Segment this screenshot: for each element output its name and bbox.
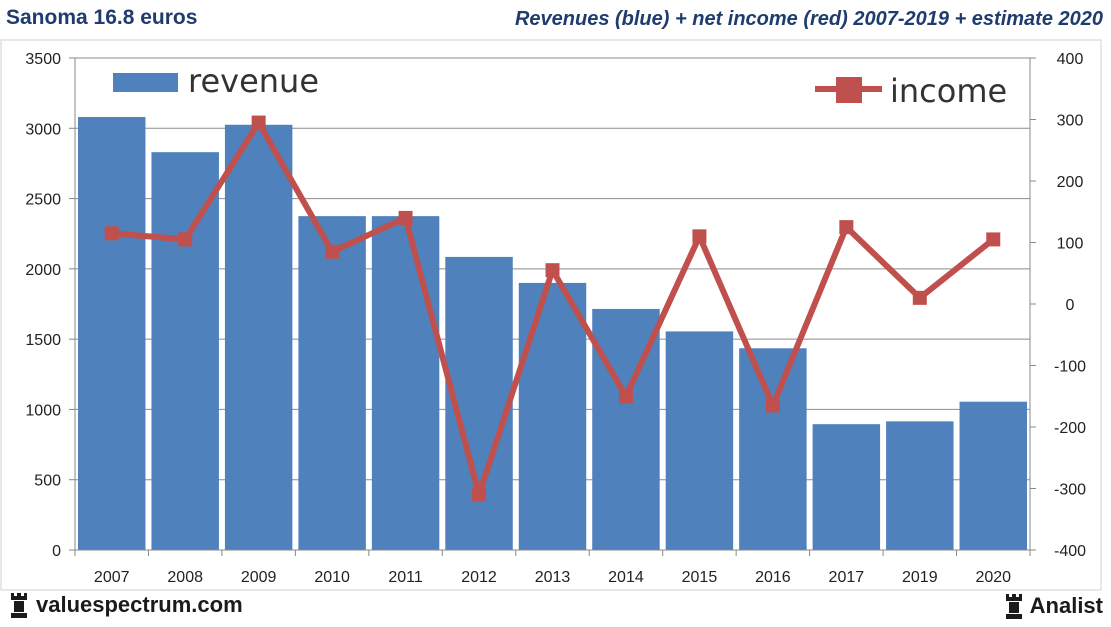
y-left-tick-label: 2500 — [25, 192, 61, 209]
axes — [69, 57, 1036, 556]
footer-site: valuespectrum.com — [8, 591, 243, 619]
income-point — [765, 398, 780, 413]
x-tick-label: 2015 — [682, 569, 718, 586]
x-tick-label: 2019 — [902, 569, 938, 586]
x-tick-label: 2011 — [388, 569, 423, 586]
rook-icon — [11, 593, 27, 618]
y-left-tick-label: 3000 — [25, 121, 61, 138]
income-point — [472, 487, 487, 502]
income-point — [986, 232, 1001, 247]
x-tick-label: 2020 — [975, 569, 1011, 586]
x-tick-label: 2007 — [94, 569, 130, 586]
income-point — [839, 220, 854, 235]
y-right-tick-label: -300 — [1054, 482, 1086, 499]
revenue-bar — [812, 424, 881, 550]
brand-label: Analist — [1029, 593, 1103, 618]
x-tick-label: 2008 — [167, 569, 203, 586]
y-left-tick-label: 0 — [52, 543, 61, 560]
revenue-bar — [224, 124, 293, 551]
y-left-tick-label: 1000 — [25, 402, 61, 419]
legend-income-label: income — [890, 72, 1007, 110]
income-point — [325, 244, 340, 259]
income-point — [104, 226, 119, 241]
x-tick-label: 2013 — [535, 569, 571, 586]
revenue-bar — [371, 216, 440, 550]
legend-revenue-label: revenue — [188, 62, 319, 100]
income-point — [398, 210, 413, 225]
y-right-tick-label: -200 — [1054, 420, 1086, 437]
y-right-tick-label: -100 — [1054, 359, 1086, 376]
revenue-bar — [739, 348, 807, 550]
revenue-bar — [665, 331, 734, 550]
income-point — [251, 115, 266, 130]
y-right-tick-label: 200 — [1057, 174, 1084, 191]
rook-icon — [1005, 594, 1022, 619]
x-tick-label: 2017 — [829, 569, 865, 586]
income-point — [178, 232, 193, 247]
x-tick-label: 2012 — [461, 569, 497, 586]
legend-revenue-swatch — [113, 73, 178, 92]
income-point — [545, 263, 560, 278]
revenue-bar — [886, 421, 954, 550]
y-right-tick-label: -400 — [1054, 543, 1086, 560]
income-line — [104, 115, 1001, 502]
x-tick-label: 2014 — [608, 569, 644, 586]
y-right-tick-label: 300 — [1057, 113, 1084, 130]
income-point — [912, 290, 927, 305]
y-left-tick-label: 500 — [34, 473, 61, 490]
x-tick-label: 2016 — [755, 569, 791, 586]
y-right-tick-label: 400 — [1057, 51, 1084, 68]
y-left-tick-label: 3500 — [25, 51, 61, 68]
revenue-bar — [151, 152, 219, 550]
revenue-bar — [959, 401, 1027, 550]
revenue-bars — [78, 117, 1027, 551]
y-right-tick-label: 0 — [1066, 297, 1075, 314]
income-point — [692, 229, 707, 244]
footer-brand: Analist — [1003, 592, 1103, 620]
revenue-bar — [78, 117, 146, 550]
income-point — [618, 389, 633, 404]
chart-frame — [0, 39, 1102, 591]
revenue-bar — [298, 216, 366, 550]
x-tick-label: 2010 — [314, 569, 350, 586]
chart-title-right: Revenues (blue) + net income (red) 2007-… — [514, 8, 1103, 30]
revenue-bar — [518, 282, 587, 550]
legend-income-marker — [836, 77, 862, 103]
site-label: valuespectrum.com — [36, 592, 243, 617]
chart-title-left: Sanoma 16.8 euros — [6, 6, 198, 29]
x-tick-label: 2009 — [241, 569, 277, 586]
tick-labels: 0500100015002000250030003500-400-300-200… — [25, 51, 1086, 586]
legend: revenue income — [113, 62, 1007, 110]
y-left-tick-label: 2000 — [25, 262, 61, 279]
y-left-tick-label: 1500 — [25, 332, 61, 349]
y-right-tick-label: 100 — [1057, 236, 1084, 253]
